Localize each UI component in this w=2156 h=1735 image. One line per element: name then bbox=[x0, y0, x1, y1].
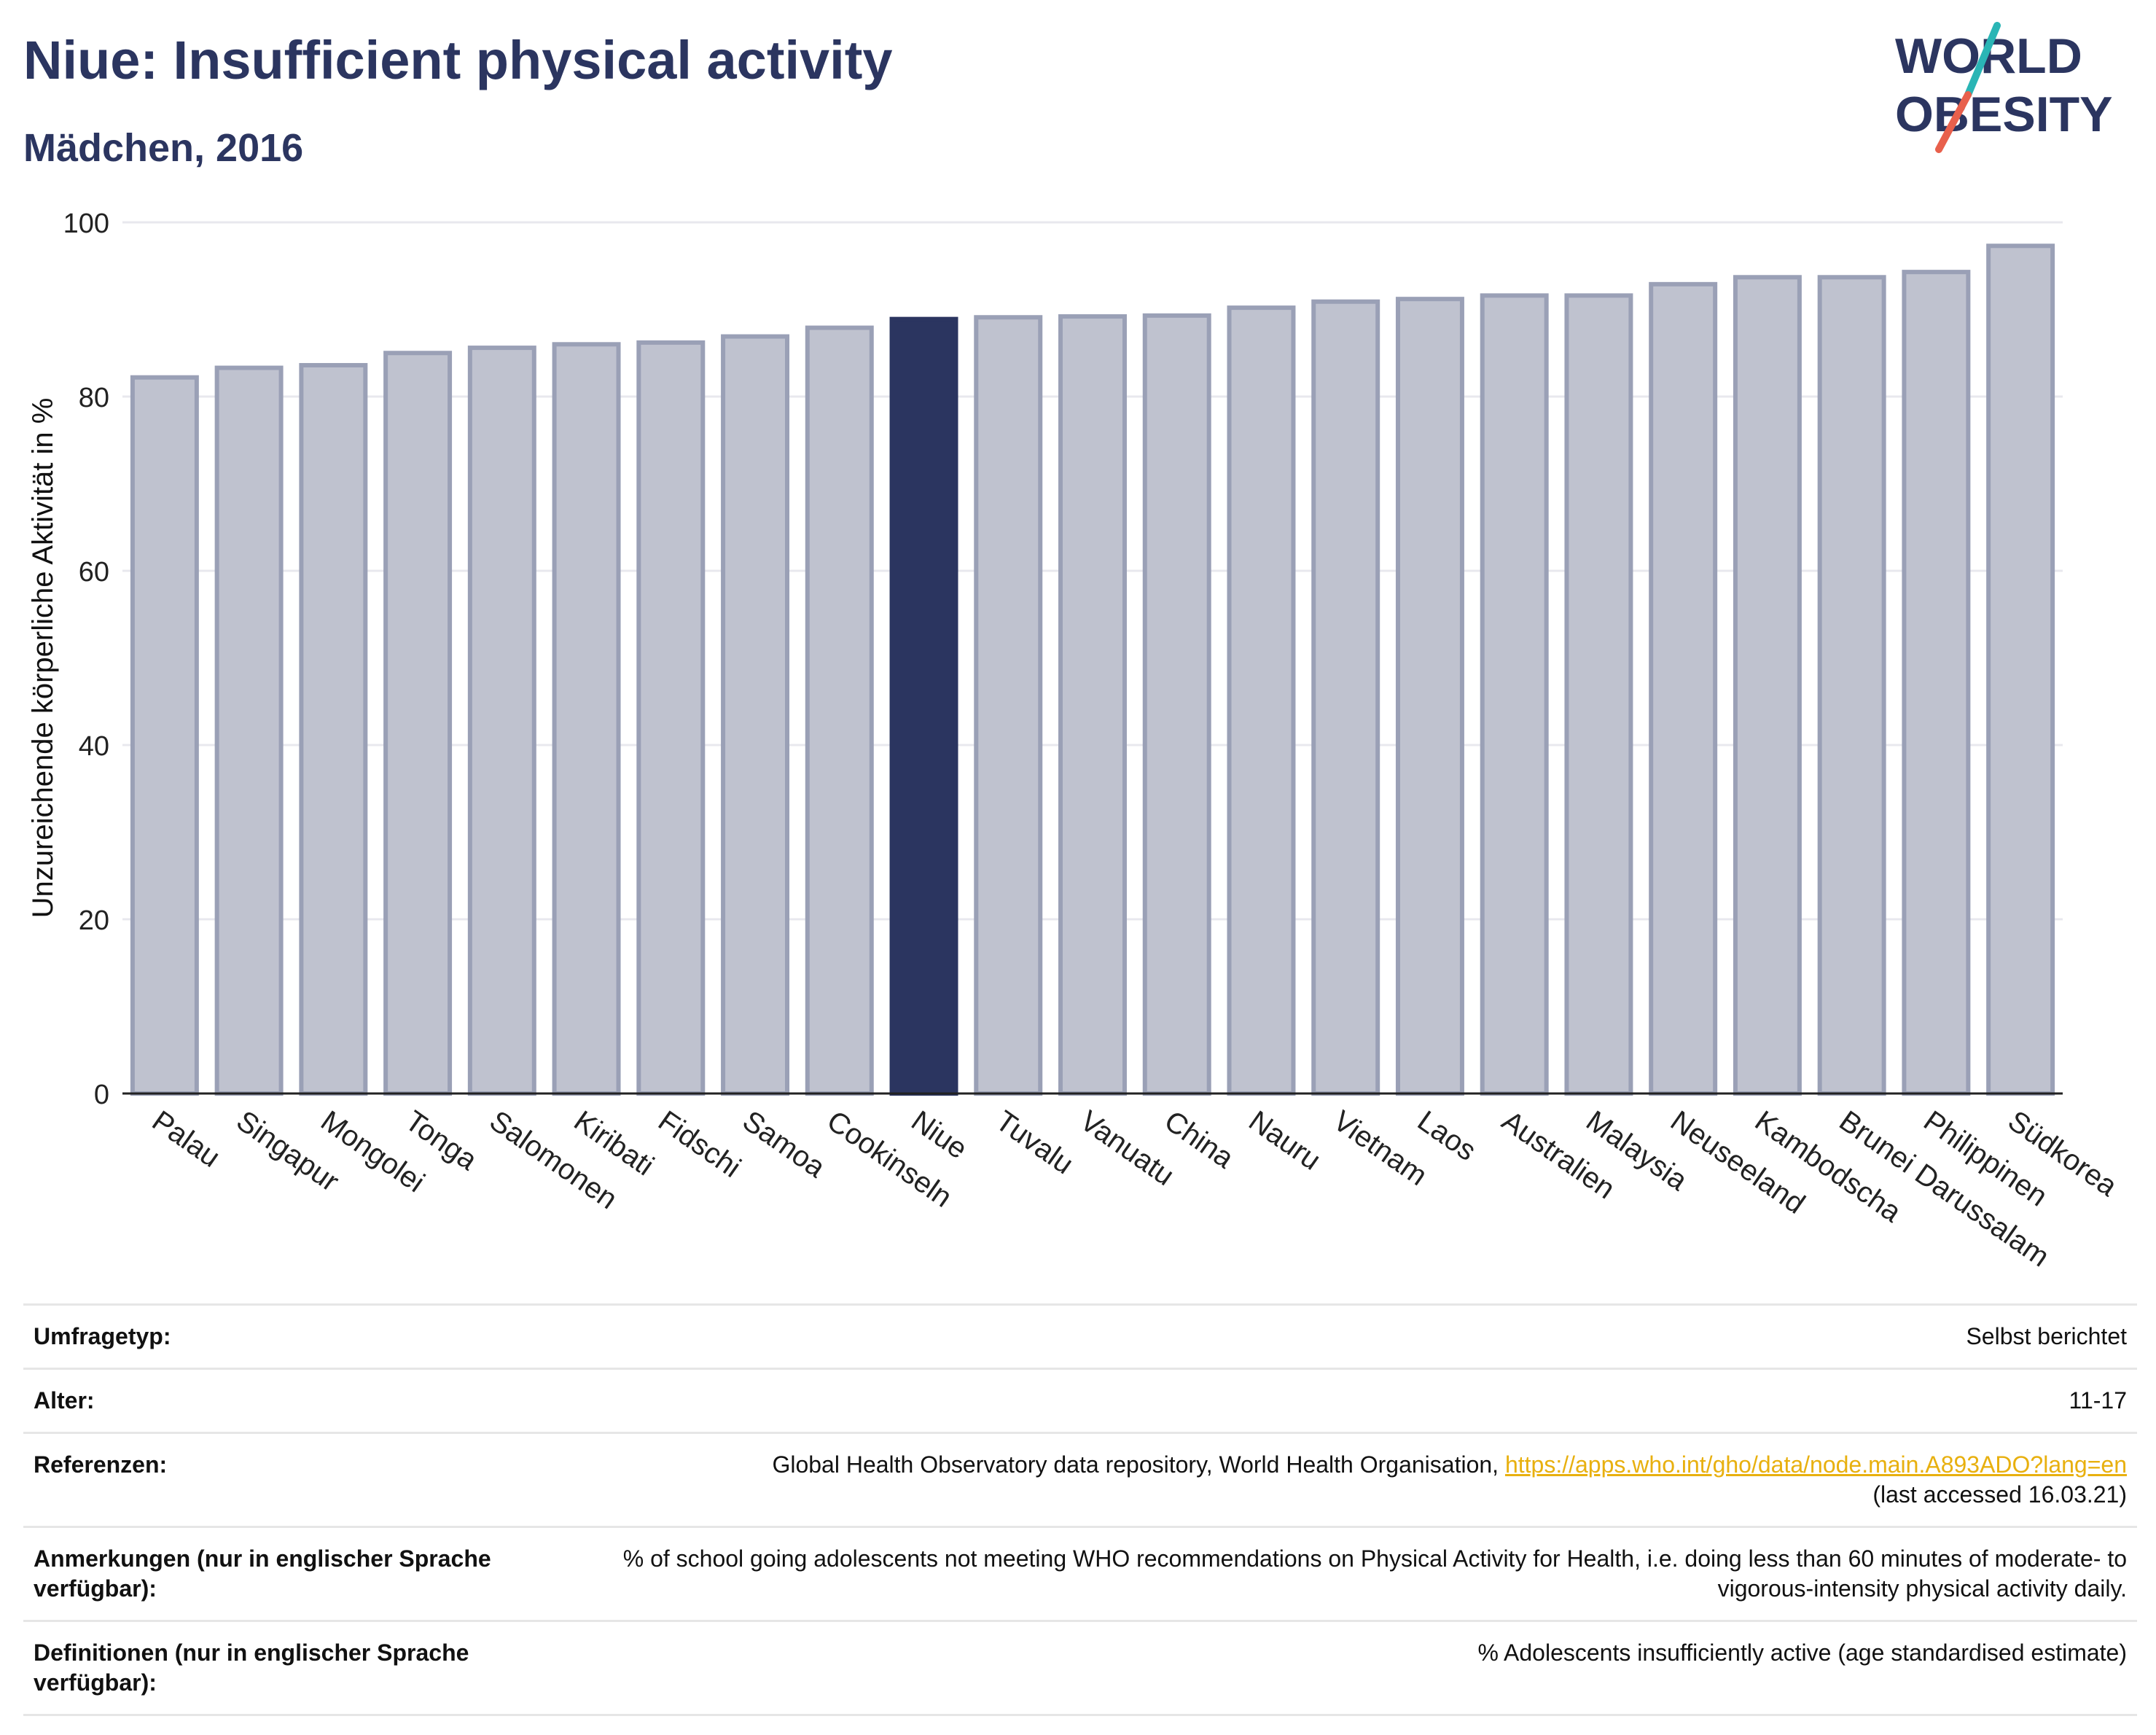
y-tick-label: 40 bbox=[79, 731, 109, 762]
meta-value: % of school going adolescents not meetin… bbox=[569, 1526, 2137, 1621]
bar-kambodscha bbox=[1733, 275, 1802, 1096]
reference-accessed: (last accessed 16.03.21) bbox=[1872, 1481, 2127, 1508]
bar-vanuatu bbox=[1058, 314, 1127, 1096]
bar-china bbox=[1142, 313, 1211, 1096]
y-tick-label: 20 bbox=[79, 905, 109, 936]
bar-singapur bbox=[214, 365, 284, 1096]
x-tick-label: Tuvalu bbox=[990, 1104, 1079, 1180]
reference-link[interactable]: https://apps.who.int/gho/data/node.main.… bbox=[1504, 1451, 2127, 1478]
meta-value: 11-17 bbox=[569, 1368, 2137, 1433]
y-tick-label: 100 bbox=[63, 208, 109, 239]
logo-slash-top bbox=[1964, 22, 2001, 98]
metadata-table: Umfragetyp: Selbst berichtet Alter: 11-1… bbox=[23, 1303, 2137, 1716]
page-subtitle: Mädchen, 2016 bbox=[23, 126, 304, 170]
meta-label: Umfragetyp: bbox=[23, 1303, 569, 1369]
page-title: Niue: Insufficient physical activity bbox=[23, 30, 893, 90]
meta-row-references: Referenzen: Global Health Observatory da… bbox=[23, 1432, 2137, 1527]
x-tick-label: Fidschi bbox=[652, 1104, 746, 1184]
bar-vietnam bbox=[1311, 299, 1380, 1096]
bar-philippinen bbox=[1902, 270, 1971, 1096]
bar-fidschi bbox=[636, 340, 706, 1096]
logo-text-obesity: OBESITY bbox=[1895, 87, 2113, 142]
bar-mongolei bbox=[299, 362, 368, 1096]
bar-niue bbox=[889, 316, 958, 1096]
world-obesity-logo: WORLD OBESITY bbox=[1895, 22, 2113, 153]
reference-text: Global Health Observatory data repositor… bbox=[772, 1451, 1505, 1478]
bar-laos bbox=[1395, 297, 1464, 1096]
meta-label: Definitionen (nur in englischer Sprache … bbox=[23, 1620, 569, 1716]
bar-australien bbox=[1480, 293, 1549, 1096]
bar-samoa bbox=[721, 334, 790, 1096]
y-axis-label: Unzureichende körperliche Aktivität in % bbox=[27, 398, 59, 919]
meta-row-definitions: Definitionen (nur in englischer Sprache … bbox=[23, 1620, 2137, 1716]
meta-label: Anmerkungen (nur in englischer Sprache v… bbox=[23, 1526, 569, 1621]
x-tick-label: Vanuatu bbox=[1074, 1104, 1180, 1192]
bar-palau bbox=[130, 375, 199, 1096]
logo-slash-bottom bbox=[1935, 91, 1972, 153]
x-tick-label: Palau bbox=[147, 1104, 226, 1174]
y-tick-label: 80 bbox=[79, 383, 109, 413]
meta-row-age: Alter: 11-17 bbox=[23, 1368, 2137, 1433]
meta-value: Global Health Observatory data repositor… bbox=[569, 1432, 2137, 1527]
x-tick-label: Nauru bbox=[1243, 1104, 1326, 1177]
bar-brunei-darussalam bbox=[1817, 275, 1886, 1096]
bar-südkorea bbox=[1986, 243, 2055, 1096]
x-tick-label: Niue bbox=[905, 1104, 973, 1165]
bar-malaysia bbox=[1564, 293, 1633, 1096]
meta-value: % Adolescents insufficiently active (age… bbox=[569, 1620, 2137, 1716]
bar-tonga bbox=[383, 351, 453, 1096]
x-tick-label: Vietnam bbox=[1327, 1104, 1433, 1192]
meta-value: Selbst berichtet bbox=[569, 1303, 2137, 1369]
bar-kiribati bbox=[552, 342, 621, 1096]
bar-cookinseln bbox=[805, 325, 874, 1096]
x-tick-label: Samoa bbox=[737, 1104, 832, 1184]
bar-salomonen bbox=[467, 346, 536, 1096]
meta-label: Referenzen: bbox=[23, 1432, 569, 1527]
bar-tuvalu bbox=[974, 315, 1043, 1096]
bar-neuseeland bbox=[1649, 281, 1718, 1096]
meta-label: Alter: bbox=[23, 1368, 569, 1433]
y-tick-label: 0 bbox=[94, 1080, 109, 1110]
bar-nauru bbox=[1227, 305, 1296, 1096]
y-tick-label: 60 bbox=[79, 557, 109, 588]
chart-bars bbox=[130, 243, 2055, 1096]
meta-row-notes: Anmerkungen (nur in englischer Sprache v… bbox=[23, 1526, 2137, 1621]
meta-row-survey-type: Umfragetyp: Selbst berichtet bbox=[23, 1303, 2137, 1369]
y-tick-labels: 0 20 40 60 80 100 bbox=[63, 208, 109, 1110]
